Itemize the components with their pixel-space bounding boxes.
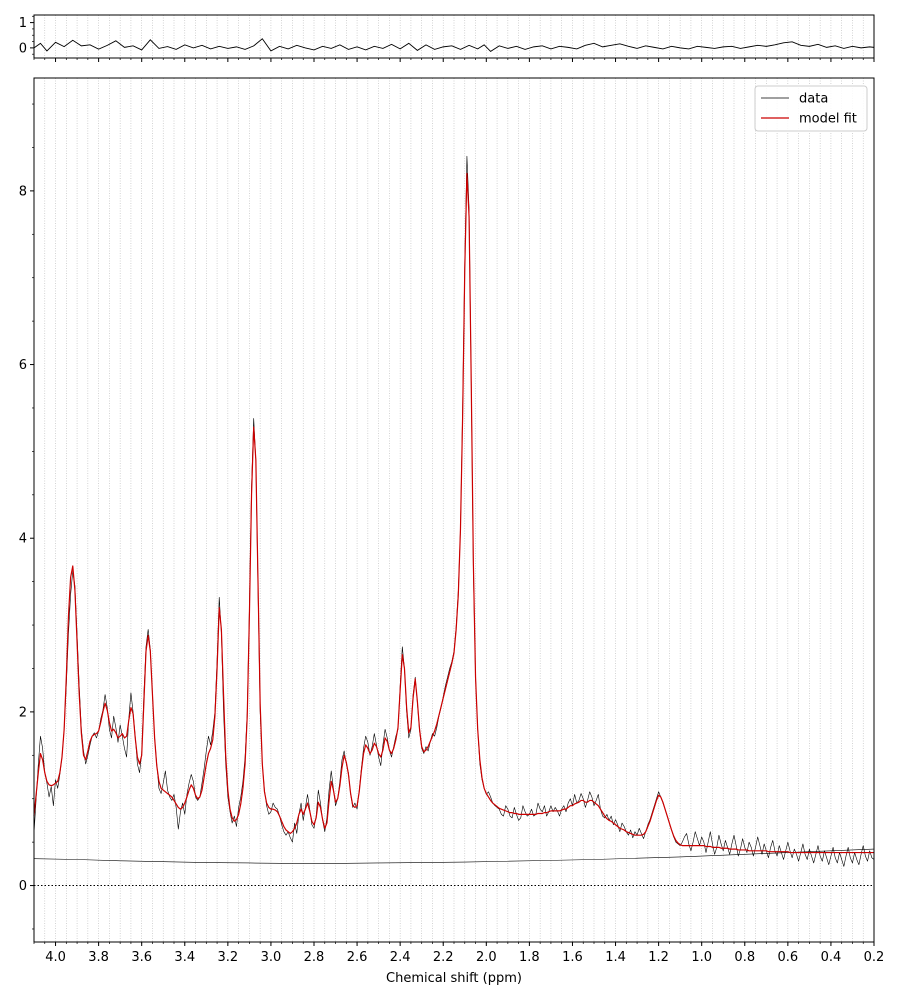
x-axis-label: Chemical shift (ppm) bbox=[386, 971, 522, 986]
spectrum-y-ticks: 0 2 4 6 8 bbox=[19, 103, 34, 930]
x-tick-label: 1.4 bbox=[605, 950, 626, 965]
baseline-line bbox=[33, 848, 875, 864]
spectrum-frame bbox=[33, 77, 875, 943]
x-tick-label: 2.0 bbox=[476, 950, 497, 965]
residual-gridlines bbox=[33, 15, 875, 58]
y-tick-label: 0 bbox=[19, 879, 27, 894]
spectrum-panel: 0 2 4 6 8 4.0 3.8 3.6 3.4 3.2 3.0 2.8 2.6 2.4 2.2 2.0 1… bbox=[19, 77, 885, 986]
y-tick-label: 0 bbox=[19, 41, 27, 56]
x-tick-label: 2.6 bbox=[347, 950, 368, 965]
x-tick-label: 0.8 bbox=[734, 950, 755, 965]
legend-box bbox=[754, 85, 868, 132]
x-tick-label: 0.6 bbox=[778, 950, 799, 965]
x-tick-label: 4.0 bbox=[45, 950, 66, 965]
x-tick-label: 1.2 bbox=[648, 950, 669, 965]
residual-series bbox=[33, 38, 875, 52]
residual-frame bbox=[33, 14, 875, 59]
residual-y-ticks: 01 bbox=[19, 15, 34, 56]
spectrum-gridlines bbox=[33, 78, 875, 942]
spectrum-series bbox=[33, 155, 875, 887]
model-fit-line bbox=[33, 172, 874, 854]
residual-x-ticks bbox=[33, 58, 875, 62]
x-tick-label: 3.2 bbox=[218, 950, 239, 965]
y-tick-label: 4 bbox=[19, 532, 27, 547]
spectrum-x-ticks: 4.0 3.8 3.6 3.4 3.2 3.0 2.8 2.6 2.4 2.2 2.0 1.8 1.6 1… bbox=[33, 942, 885, 965]
legend: data model fit bbox=[754, 85, 868, 132]
x-tick-label: 3.0 bbox=[261, 950, 282, 965]
x-tick-label: 3.6 bbox=[131, 950, 152, 965]
x-tick-label: 0.4 bbox=[821, 950, 842, 965]
x-tick-label: 0.2 bbox=[864, 950, 885, 965]
residual-line bbox=[33, 38, 875, 52]
x-tick-label: 3.4 bbox=[174, 950, 195, 965]
legend-label-data: data bbox=[799, 92, 828, 107]
x-tick-label: 2.8 bbox=[304, 950, 325, 965]
x-tick-label: 1.0 bbox=[691, 950, 712, 965]
x-tick-label: 3.8 bbox=[88, 950, 109, 965]
y-tick-label: 8 bbox=[19, 184, 27, 199]
legend-label-model-fit: model fit bbox=[799, 112, 857, 127]
y-tick-label: 6 bbox=[19, 358, 27, 373]
x-tick-label: 1.6 bbox=[562, 950, 583, 965]
y-tick-label: 1 bbox=[19, 16, 27, 31]
x-tick-label: 2.2 bbox=[433, 950, 454, 965]
x-tick-label: 2.4 bbox=[390, 950, 411, 965]
y-tick-label: 2 bbox=[19, 705, 27, 720]
x-tick-label: 1.8 bbox=[519, 950, 540, 965]
residual-panel: 01 bbox=[19, 14, 875, 62]
